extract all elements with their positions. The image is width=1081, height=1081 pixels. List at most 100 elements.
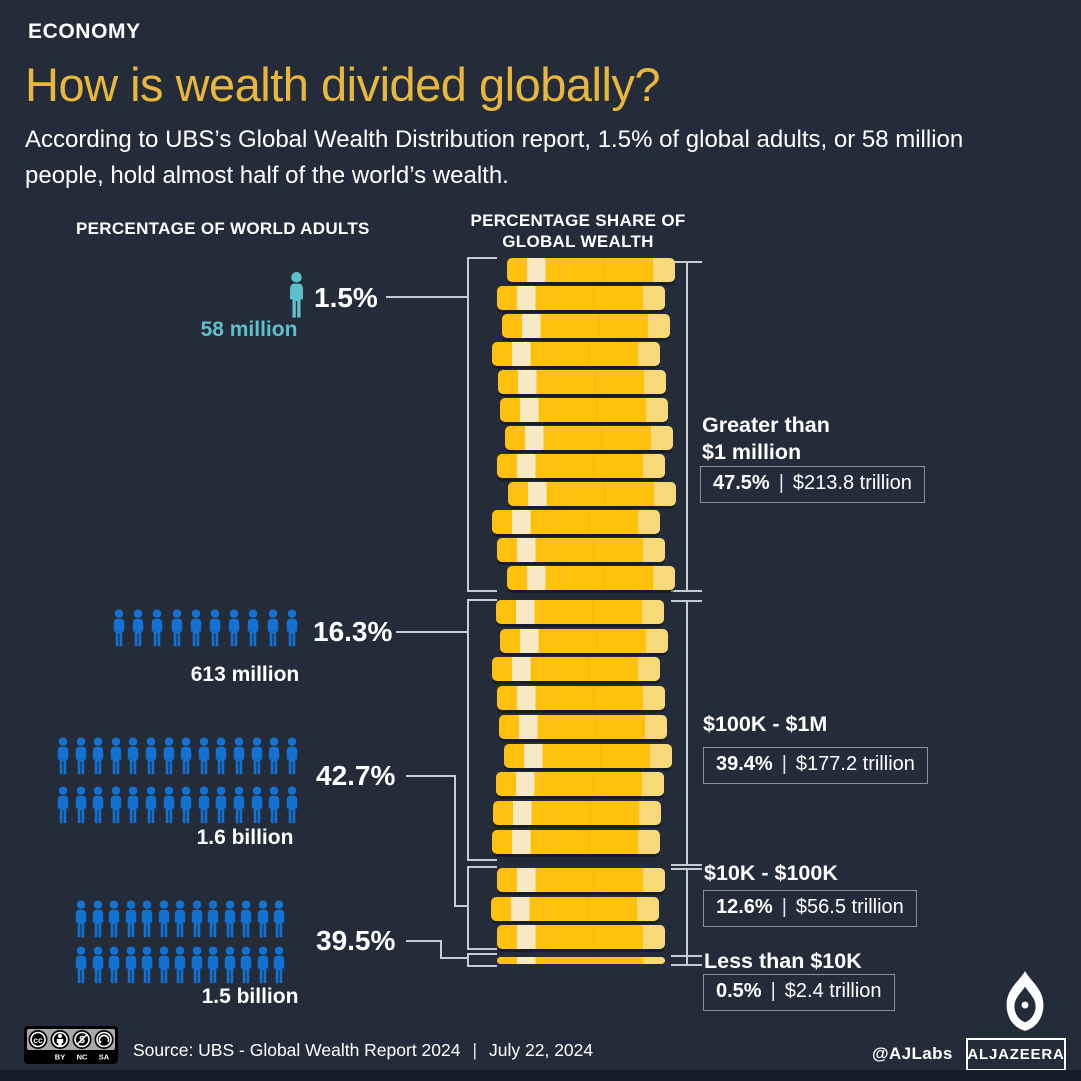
coin: [507, 258, 675, 282]
segment-amount-4: $2.4 trillion: [784, 980, 882, 1002]
connector-line-3a: [406, 775, 456, 777]
bracket-seg3-arm-top: [467, 866, 497, 868]
svg-text:BY: BY: [55, 1053, 65, 1062]
person-icon: [172, 897, 188, 941]
credit-handle: @AJLabs: [872, 1044, 953, 1063]
adults-count-4: 1.5 billion: [201, 985, 299, 1008]
date-text: July 22, 2024: [489, 1040, 594, 1060]
source-line: Source: UBS - Global Wealth Report 2024 …: [133, 1040, 593, 1061]
svg-text:cc: cc: [33, 1035, 43, 1045]
person-icon: [189, 897, 205, 941]
subtitle-line-1: According to UBS’s Global Wealth Distrib…: [25, 126, 964, 153]
bracket-seg3-arm-bottom: [467, 948, 497, 950]
subtitle: According to UBS’s Global Wealth Distrib…: [25, 122, 963, 194]
dimension-seg4-cap-top: [671, 955, 702, 957]
person-icon: [266, 734, 282, 778]
person-icon: [205, 897, 221, 941]
cc-by-icon: [50, 1030, 70, 1049]
person-icon: [55, 734, 71, 778]
person-icon: [196, 734, 212, 778]
adults-percent-1: 1.5%: [314, 282, 378, 313]
person-icon: [207, 607, 223, 649]
svg-text:$: $: [79, 1035, 85, 1046]
source-separator: |: [472, 1040, 478, 1060]
svg-text:NC: NC: [77, 1053, 88, 1062]
person-icon: [90, 897, 106, 941]
person-icon: [125, 734, 141, 778]
bracket-seg2-arm-top: [467, 599, 497, 601]
segment-label-3: $10K - $100K: [704, 861, 838, 885]
segment-stat-1: 47.5% | $213.8 trillion: [700, 466, 925, 503]
person-icon: [172, 943, 188, 987]
person-icon: [90, 734, 106, 778]
person-icon: [161, 734, 177, 778]
coin: [505, 426, 673, 450]
adults-percent-2: 16.3%: [313, 616, 393, 647]
person-icon: [222, 897, 238, 941]
coin: [492, 510, 660, 534]
coin: [499, 715, 667, 739]
person-icon: [90, 943, 106, 987]
stat-separator: |: [778, 472, 784, 494]
cc-license-badge: cc $ BY NC SA: [24, 1026, 118, 1069]
dimension-seg2-cap-bottom: [671, 864, 702, 866]
person-icon: [73, 734, 89, 778]
person-icon: [238, 943, 254, 987]
adults-count-2: 613 million: [190, 663, 300, 686]
coin: [497, 538, 665, 562]
person-icon: [196, 783, 212, 827]
coin: [492, 657, 660, 681]
segment-stat-4: 0.5% | $2.4 trillion: [703, 974, 895, 1011]
person-icon: [139, 943, 155, 987]
cc-license-icons: cc $ BY NC SA: [24, 1026, 118, 1064]
coin: [508, 482, 676, 506]
dimension-seg3-cap-top: [671, 868, 702, 870]
person-icon: [106, 897, 122, 941]
person-icon: [161, 783, 177, 827]
person-icon: [130, 607, 146, 649]
aljazeera-logo-icon: [1006, 971, 1044, 1031]
person-icon: [178, 783, 194, 827]
person-icon: [249, 783, 265, 827]
coin: [497, 454, 665, 478]
person-icon: [73, 943, 89, 987]
column-header-adults: PERCENTAGE OF WORLD ADULTS: [76, 219, 370, 238]
svg-text:SA: SA: [99, 1053, 110, 1062]
segment-percent-4: 0.5%: [716, 980, 762, 1002]
coin: [504, 744, 672, 768]
dimension-seg4-cap-bottom: [671, 964, 702, 966]
bracket-seg1: [467, 257, 469, 592]
coin: [496, 772, 664, 796]
page-title: How is wealth divided globally?: [25, 58, 661, 111]
person-icon: [143, 783, 159, 827]
person-icon: [156, 897, 172, 941]
bracket-seg3: [467, 866, 469, 950]
person-icon: [188, 607, 204, 649]
adults-percent-4: 39.5%: [316, 925, 396, 956]
person-icon: [139, 897, 155, 941]
person-icon: [286, 272, 307, 318]
person-icon: [73, 783, 89, 827]
person-icon: [213, 783, 229, 827]
person-icon: [238, 897, 254, 941]
coin: [497, 686, 665, 710]
column-header-wealth-line-2: GLOBAL WEALTH: [502, 232, 654, 251]
adults-count-3: 1.6 billion: [196, 826, 294, 849]
segment-percent-3: 12.6%: [716, 896, 773, 918]
person-icon: [125, 783, 141, 827]
person-icon: [149, 607, 165, 649]
dimension-seg1-cap-bottom: [671, 590, 702, 592]
coin: [497, 925, 665, 949]
person-icon: [156, 943, 172, 987]
bracket-seg2: [467, 599, 469, 861]
person-icon: [271, 943, 287, 987]
coin: [498, 370, 666, 394]
column-header-wealth-line-1: PERCENTAGE SHARE OF: [470, 211, 686, 230]
connector-line-4a: [406, 940, 442, 942]
person-icon: [73, 897, 89, 941]
person-icon: [222, 943, 238, 987]
person-icon: [169, 607, 185, 649]
segment-label-4: Less than $10K: [704, 949, 862, 973]
segment-percent-1: 47.5%: [713, 472, 770, 494]
